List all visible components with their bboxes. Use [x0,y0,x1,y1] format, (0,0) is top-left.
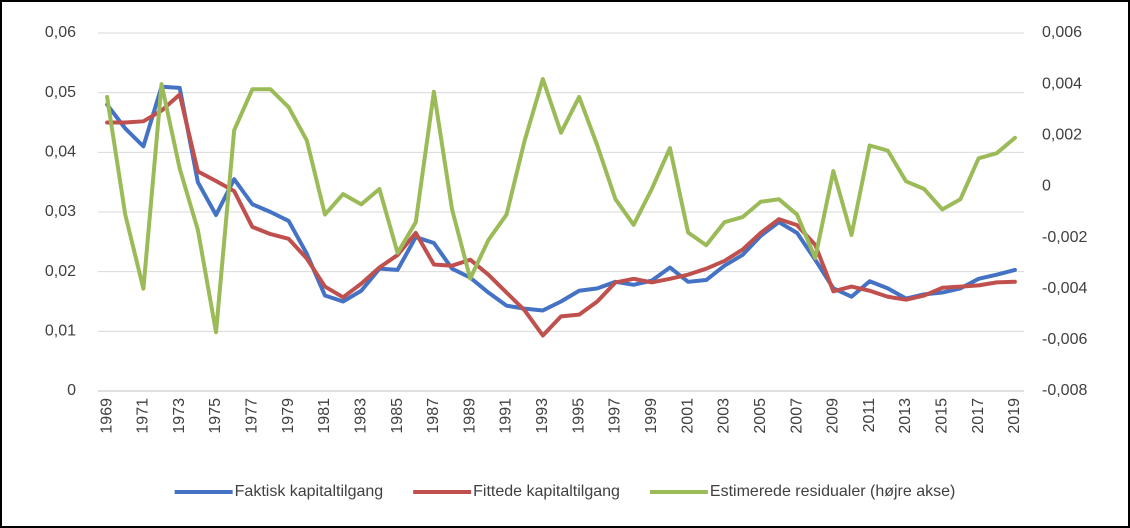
y-tick-label: 0,04 [45,144,76,161]
y-tick-label: 0,03 [45,203,76,220]
x-tick-label: 2003 [716,398,733,434]
x-tick-label: 1983 [352,398,369,434]
y2-tick-label: 0,002 [1042,127,1082,144]
y-tick-label: 0,02 [45,263,76,280]
x-tick-label: 1973 [171,398,188,434]
y-tick-label: 0,06 [45,24,76,41]
x-tick-label: 1979 [280,398,297,434]
y2-tick-label: -0,002 [1042,229,1087,246]
x-tick-label: 1981 [316,398,333,434]
y-tick-label: 0,01 [45,323,76,340]
x-tick-label: 1971 [135,398,152,434]
y-tick-label: 0 [67,382,76,399]
legend-label: Estimerede residualer (højre akse) [710,483,955,500]
x-tick-label: 1999 [643,398,660,434]
x-tick-label: 2001 [679,398,696,434]
x-tick-label: 1993 [534,398,551,434]
x-tick-label: 1985 [389,398,406,434]
legend-label: Faktisk kapitaltilgang [235,483,384,500]
series-line [105,84,1017,313]
legend-label: Fittede kapitaltilgang [473,483,620,500]
x-tick-label: 1997 [607,398,624,434]
x-tick-label: 2007 [788,398,805,434]
y-tick-label: 0,05 [45,84,76,101]
x-tick-label: 2015 [934,398,951,434]
y2-tick-label: -0,006 [1042,331,1087,348]
x-tick-label: 2011 [861,398,878,433]
x-tick-label: 1969 [98,398,115,434]
x-tick-label: 2005 [752,398,769,434]
y2-tick-label: -0,008 [1042,382,1087,399]
x-tick-label: 1991 [498,398,515,434]
y2-tick-label: 0,004 [1042,75,1082,92]
series-line [105,77,1017,335]
x-tick-label: 1977 [244,398,261,434]
x-tick-label: 2013 [897,398,914,434]
y2-tick-label: 0 [1042,178,1051,195]
y2-tick-label: -0,004 [1042,280,1087,297]
x-tick-label: 2017 [970,398,987,434]
x-tick-label: 2019 [1006,398,1023,434]
x-tick-label: 1975 [207,398,224,434]
x-tick-label: 2009 [825,398,842,434]
x-tick-label: 1989 [461,398,478,434]
x-tick-label: 1995 [570,398,587,434]
series-line [105,92,1017,338]
x-tick-label: 1987 [425,398,442,434]
y2-tick-label: 0,006 [1042,24,1082,41]
